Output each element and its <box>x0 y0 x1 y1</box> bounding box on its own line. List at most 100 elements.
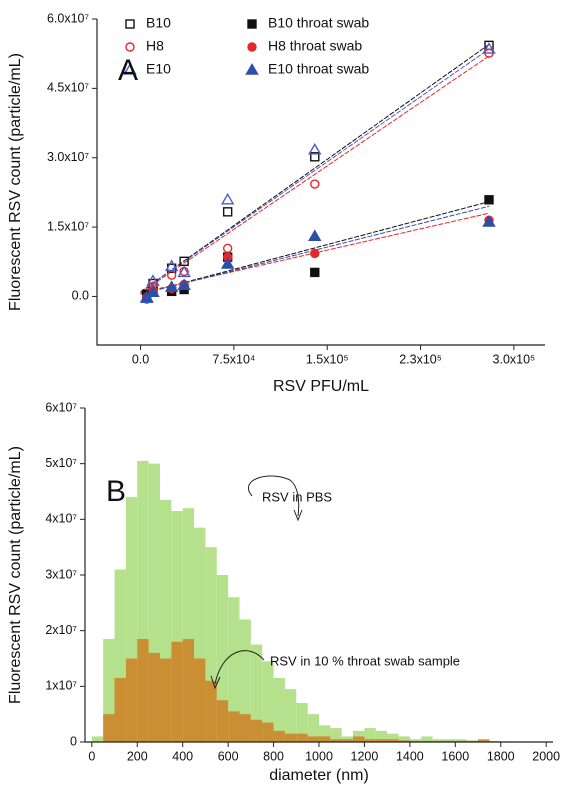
fit-line <box>140 201 490 295</box>
x-tick-label: 1.5x10⁵ <box>306 352 349 366</box>
x-axis-label: RSV PFU/mL <box>273 378 369 395</box>
chart: 0 200 400 600 800 1000 1200 1400 1600 1800 2000 0 1x… <box>7 400 560 784</box>
x-tick-label: 1000 <box>305 749 333 763</box>
marker <box>484 195 494 205</box>
histogram-bar <box>125 497 138 742</box>
histogram-bar <box>284 733 297 742</box>
x-tick-label: 1800 <box>487 749 515 763</box>
histogram-bar <box>330 728 342 742</box>
marker <box>247 19 257 29</box>
histogram-bar <box>353 736 365 742</box>
y-tick-label: 0 <box>70 734 77 748</box>
marker <box>177 265 191 278</box>
histogram-bar <box>307 736 319 742</box>
histogram-bar <box>432 739 444 742</box>
histogram-bar <box>387 733 399 742</box>
marker <box>177 278 191 291</box>
x-tick-label: 1200 <box>351 749 379 763</box>
y-tick-label: 1x10⁷ <box>45 679 77 693</box>
marker <box>125 19 135 29</box>
marker <box>166 270 177 280</box>
marker <box>308 229 322 242</box>
marker <box>310 179 320 189</box>
x-axis-label: diameter (nm) <box>269 767 369 784</box>
histogram-bar <box>228 597 240 742</box>
marker <box>123 63 137 75</box>
marker <box>222 207 233 217</box>
histogram-bar <box>409 739 422 742</box>
histogram-bar <box>91 736 104 742</box>
histogram-bar <box>375 730 388 742</box>
y-tick-label: 2x10⁷ <box>45 623 77 637</box>
histogram-bar <box>171 510 183 742</box>
marker <box>310 267 320 278</box>
legend-label: H8 <box>146 38 164 54</box>
fit-line <box>140 48 490 293</box>
marker <box>146 285 160 297</box>
annotation-arrowhead <box>293 509 303 522</box>
histogram-bar <box>194 527 206 742</box>
histogram-bar <box>194 658 206 742</box>
histogram-bar <box>250 644 263 742</box>
histogram-bar <box>273 677 285 742</box>
x-tick-label: 1600 <box>441 749 469 763</box>
histogram-bar <box>330 739 342 742</box>
histogram-bar <box>307 714 319 742</box>
x-tick-label: 7.5x10⁴ <box>212 352 255 366</box>
histogram-bar <box>478 739 490 742</box>
annotation-arrow <box>248 475 300 517</box>
y-tick-label: 6x10⁷ <box>45 400 77 414</box>
histogram-bar <box>103 714 115 742</box>
legend-label: B10 <box>146 15 171 31</box>
marker <box>247 42 257 52</box>
histogram-bar <box>398 740 410 742</box>
histogram-bar <box>103 639 115 742</box>
chart: B10 H8 E10 B10 throat swab H8 throat swab E10… <box>7 11 545 395</box>
histogram-bar <box>375 739 388 742</box>
histogram-bar <box>148 463 160 742</box>
legend-label: E10 <box>146 61 171 77</box>
histogram-bar <box>159 499 172 742</box>
histogram-bar <box>137 460 149 742</box>
y-axis-label: Fluorescent RSV count (particle/mL) <box>7 53 24 311</box>
marker <box>308 142 322 155</box>
histogram-bar <box>159 658 172 742</box>
histogram-bar <box>148 652 160 742</box>
x-tick-label: 2.3x10⁵ <box>399 352 442 366</box>
annotation-arrowhead <box>210 675 221 690</box>
marker <box>482 215 496 227</box>
y-tick-label: 3.0x10⁷ <box>47 150 90 164</box>
histogram-bar <box>421 736 433 742</box>
legend-label: H8 throat swab <box>268 38 362 54</box>
histogram-bar <box>398 736 410 742</box>
marker <box>146 274 160 286</box>
y-tick-label: 1.5x10⁷ <box>47 219 90 233</box>
y-tick-label: 4.5x10⁷ <box>47 81 90 95</box>
marker <box>482 42 496 54</box>
legend-label: B10 throat swab <box>268 15 369 31</box>
marker <box>164 280 179 292</box>
histogram-bar <box>319 725 331 742</box>
histogram-bar <box>182 508 195 742</box>
histogram-bar <box>205 680 217 742</box>
histogram-bar <box>182 639 195 742</box>
x-tick-label: 400 <box>172 749 193 763</box>
legend-label: E10 throat swab <box>268 61 369 77</box>
marker <box>310 248 320 259</box>
y-tick-label: 6.0x10⁷ <box>47 11 90 25</box>
fit-line <box>140 55 490 294</box>
x-tick-label: 200 <box>127 749 148 763</box>
histogram-bar <box>262 661 274 742</box>
histogram-bar <box>364 728 376 742</box>
histogram-bar <box>239 619 251 742</box>
x-tick-label: 0 <box>88 749 95 763</box>
histogram-bar <box>341 739 354 742</box>
marker <box>222 243 233 254</box>
histogram-bar <box>296 703 308 742</box>
histogram-bar <box>296 733 308 742</box>
histogram-bar <box>455 739 467 742</box>
panel-letter: B <box>106 475 126 508</box>
histogram-bar <box>171 641 183 742</box>
histogram-bar <box>114 677 126 742</box>
